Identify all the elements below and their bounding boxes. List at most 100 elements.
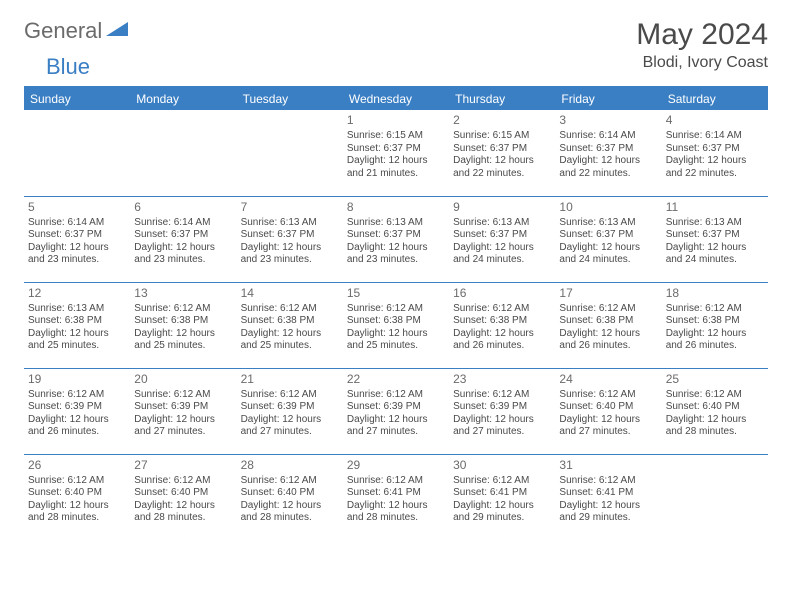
- day-number: 26: [28, 458, 126, 473]
- daylight-line: Daylight: 12 hours and 28 minutes.: [241, 500, 339, 525]
- sunset-line: Sunset: 6:40 PM: [28, 487, 126, 500]
- daylight-line: Daylight: 12 hours and 28 minutes.: [347, 500, 445, 525]
- sunset-line: Sunset: 6:41 PM: [347, 487, 445, 500]
- daylight-line: Daylight: 12 hours and 23 minutes.: [241, 242, 339, 267]
- daylight-line: Daylight: 12 hours and 29 minutes.: [453, 500, 551, 525]
- sunset-line: Sunset: 6:39 PM: [28, 401, 126, 414]
- calendar-day-cell: 15Sunrise: 6:12 AMSunset: 6:38 PMDayligh…: [343, 282, 449, 368]
- calendar-day-cell: 18Sunrise: 6:12 AMSunset: 6:38 PMDayligh…: [662, 282, 768, 368]
- sunset-line: Sunset: 6:41 PM: [453, 487, 551, 500]
- daylight-line: Daylight: 12 hours and 25 minutes.: [28, 328, 126, 353]
- daylight-line: Daylight: 12 hours and 29 minutes.: [559, 500, 657, 525]
- calendar-empty-cell: [130, 110, 236, 196]
- sunrise-line: Sunrise: 6:12 AM: [347, 389, 445, 402]
- daylight-line: Daylight: 12 hours and 27 minutes.: [347, 414, 445, 439]
- sunset-line: Sunset: 6:37 PM: [241, 229, 339, 242]
- sunset-line: Sunset: 6:41 PM: [559, 487, 657, 500]
- daylight-line: Daylight: 12 hours and 24 minutes.: [453, 242, 551, 267]
- sunset-line: Sunset: 6:40 PM: [241, 487, 339, 500]
- sunset-line: Sunset: 6:37 PM: [453, 229, 551, 242]
- daylight-line: Daylight: 12 hours and 22 minutes.: [559, 155, 657, 180]
- weekday-header: Monday: [130, 88, 236, 110]
- day-number: 17: [559, 286, 657, 301]
- sunrise-line: Sunrise: 6:13 AM: [241, 217, 339, 230]
- sunrise-line: Sunrise: 6:12 AM: [453, 389, 551, 402]
- weekday-header: Friday: [555, 88, 661, 110]
- sunset-line: Sunset: 6:37 PM: [666, 229, 764, 242]
- logo-triangle-icon: [106, 20, 128, 43]
- day-number: 4: [666, 113, 764, 128]
- sunset-line: Sunset: 6:38 PM: [134, 315, 232, 328]
- logo-text-blue: Blue: [46, 54, 90, 79]
- daylight-line: Daylight: 12 hours and 21 minutes.: [347, 155, 445, 180]
- calendar-body: 1Sunrise: 6:15 AMSunset: 6:37 PMDaylight…: [24, 110, 768, 540]
- sunrise-line: Sunrise: 6:12 AM: [241, 475, 339, 488]
- sunset-line: Sunset: 6:37 PM: [347, 143, 445, 156]
- day-number: 8: [347, 200, 445, 215]
- sunrise-line: Sunrise: 6:13 AM: [559, 217, 657, 230]
- sunrise-line: Sunrise: 6:13 AM: [347, 217, 445, 230]
- calendar-day-cell: 9Sunrise: 6:13 AMSunset: 6:37 PMDaylight…: [449, 196, 555, 282]
- daylight-line: Daylight: 12 hours and 28 minutes.: [134, 500, 232, 525]
- sunrise-line: Sunrise: 6:12 AM: [347, 303, 445, 316]
- sunrise-line: Sunrise: 6:12 AM: [559, 303, 657, 316]
- daylight-line: Daylight: 12 hours and 25 minutes.: [134, 328, 232, 353]
- calendar-day-cell: 7 Sunrise: 6:13 AMSunset: 6:37 PMDaylight…: [237, 196, 343, 282]
- daylight-line: Daylight: 12 hours and 24 minutes.: [559, 242, 657, 267]
- day-number: 1: [347, 113, 445, 128]
- sunset-line: Sunset: 6:37 PM: [28, 229, 126, 242]
- sunrise-line: Sunrise: 6:12 AM: [28, 475, 126, 488]
- calendar-day-cell: 11Sunrise: 6:13 AMSunset: 6:37 PMDayligh…: [662, 196, 768, 282]
- sunrise-line: Sunrise: 6:12 AM: [347, 475, 445, 488]
- calendar-day-cell: 2Sunrise: 6:15 AMSunset: 6:37 PMDaylight…: [449, 110, 555, 196]
- calendar-table: SundayMondayTuesdayWednesdayThursdayFrid…: [24, 88, 768, 540]
- calendar-empty-cell: [662, 454, 768, 540]
- sunset-line: Sunset: 6:38 PM: [241, 315, 339, 328]
- sunrise-line: Sunrise: 6:12 AM: [134, 475, 232, 488]
- sunset-line: Sunset: 6:37 PM: [134, 229, 232, 242]
- day-number: 3: [559, 113, 657, 128]
- daylight-line: Daylight: 12 hours and 28 minutes.: [666, 414, 764, 439]
- daylight-line: Daylight: 12 hours and 23 minutes.: [28, 242, 126, 267]
- day-number: 10: [559, 200, 657, 215]
- calendar-day-cell: 16Sunrise: 6:12 AMSunset: 6:38 PMDayligh…: [449, 282, 555, 368]
- calendar-day-cell: 24Sunrise: 6:12 AMSunset: 6:40 PMDayligh…: [555, 368, 661, 454]
- calendar-week-row: 26Sunrise: 6:12 AMSunset: 6:40 PMDayligh…: [24, 454, 768, 540]
- calendar-day-cell: 21Sunrise: 6:12 AMSunset: 6:39 PMDayligh…: [237, 368, 343, 454]
- calendar-page: General May 2024 Blodi, Ivory Coast Blue…: [0, 0, 792, 558]
- weekday-header: Sunday: [24, 88, 130, 110]
- sunset-line: Sunset: 6:38 PM: [28, 315, 126, 328]
- sunrise-line: Sunrise: 6:12 AM: [241, 389, 339, 402]
- sunset-line: Sunset: 6:39 PM: [241, 401, 339, 414]
- sunset-line: Sunset: 6:37 PM: [559, 143, 657, 156]
- sunrise-line: Sunrise: 6:15 AM: [453, 130, 551, 143]
- sunrise-line: Sunrise: 6:12 AM: [28, 389, 126, 402]
- day-number: 21: [241, 372, 339, 387]
- day-number: 29: [347, 458, 445, 473]
- daylight-line: Daylight: 12 hours and 24 minutes.: [666, 242, 764, 267]
- calendar-day-cell: 25Sunrise: 6:12 AMSunset: 6:40 PMDayligh…: [662, 368, 768, 454]
- day-number: 28: [241, 458, 339, 473]
- sunset-line: Sunset: 6:37 PM: [559, 229, 657, 242]
- sunrise-line: Sunrise: 6:12 AM: [559, 475, 657, 488]
- sunset-line: Sunset: 6:37 PM: [347, 229, 445, 242]
- daylight-line: Daylight: 12 hours and 25 minutes.: [347, 328, 445, 353]
- calendar-day-cell: 12Sunrise: 6:13 AMSunset: 6:38 PMDayligh…: [24, 282, 130, 368]
- calendar-day-cell: 23Sunrise: 6:12 AMSunset: 6:39 PMDayligh…: [449, 368, 555, 454]
- daylight-line: Daylight: 12 hours and 27 minutes.: [559, 414, 657, 439]
- day-number: 25: [666, 372, 764, 387]
- day-number: 7: [241, 200, 339, 215]
- daylight-line: Daylight: 12 hours and 22 minutes.: [453, 155, 551, 180]
- day-number: 15: [347, 286, 445, 301]
- weekday-header: Saturday: [662, 88, 768, 110]
- sunrise-line: Sunrise: 6:12 AM: [453, 303, 551, 316]
- calendar-empty-cell: [24, 110, 130, 196]
- calendar-day-cell: 14Sunrise: 6:12 AMSunset: 6:38 PMDayligh…: [237, 282, 343, 368]
- calendar-day-cell: 28 Sunrise: 6:12 AMSunset: 6:40 PMDayligh…: [237, 454, 343, 540]
- weekday-header: Tuesday: [237, 88, 343, 110]
- day-number: 12: [28, 286, 126, 301]
- day-number: 11: [666, 200, 764, 215]
- calendar-day-cell: 10 Sunrise: 6:13 AMSunset: 6:37 PMDayligh…: [555, 196, 661, 282]
- day-number: 31: [559, 458, 657, 473]
- calendar-day-cell: 19Sunrise: 6:12 AMSunset: 6:39 PMDayligh…: [24, 368, 130, 454]
